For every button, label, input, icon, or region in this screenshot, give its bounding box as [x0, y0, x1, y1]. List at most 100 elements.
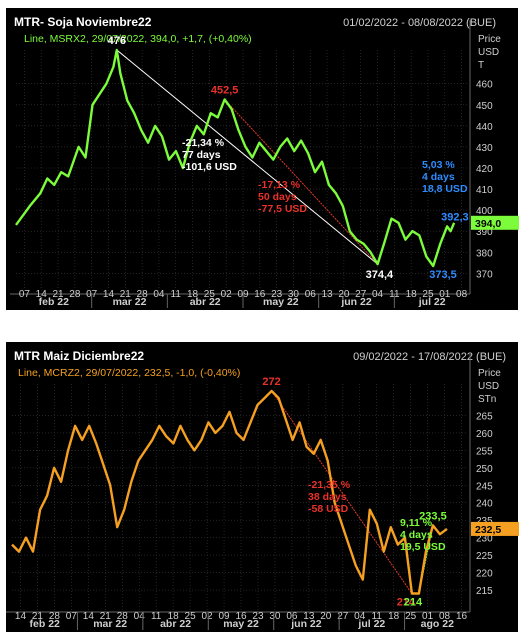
soja-x-tick-label: 25	[422, 289, 434, 300]
soja-current-price-box	[471, 215, 519, 230]
maiz-annotation: 233,5	[419, 510, 447, 522]
maiz-y-axis-label: STn	[478, 394, 496, 405]
maiz-x-tick-label: 14	[15, 611, 27, 622]
maiz-month-label: abr 22	[160, 618, 191, 630]
maiz-y-tick-label: 215	[476, 586, 493, 597]
soja-x-tick-label: 04	[372, 289, 384, 300]
maiz-y-tick-label: 245	[476, 481, 493, 492]
soja-annotation: 452,5	[211, 85, 239, 97]
maiz-info-box-line: 4 days	[400, 529, 433, 541]
maiz-x-tick-label: 18	[168, 611, 180, 622]
maiz-annotation: 272	[262, 376, 280, 388]
maiz-x-tick-label: 23	[252, 611, 264, 622]
soja-date-range: 01/02/2022 - 08/08/2022 (BUE)	[343, 17, 496, 29]
maiz-x-tick-label: 11	[372, 611, 383, 622]
soja-month-label: jul 22	[418, 296, 446, 308]
maiz-x-tick-label: 27	[337, 611, 349, 622]
maiz-x-tick-label: 21	[32, 611, 44, 622]
soja-x-tick-label: 08	[456, 289, 468, 300]
maiz-x-tick-label: 25	[185, 611, 197, 622]
soja-info-box-line: 4 days	[422, 171, 455, 183]
soja-y-axis-label: Price	[478, 34, 501, 45]
maiz-y-tick-label: 265	[476, 411, 493, 422]
soja-annotation: 373,5	[429, 269, 457, 281]
soja-x-tick-label: 16	[254, 289, 266, 300]
maiz-month-label: feb 22	[30, 618, 61, 630]
soja-x-tick-label: 20	[338, 289, 350, 300]
soja-x-tick-label: 14	[103, 289, 115, 300]
soja-month-label: abr 22	[190, 296, 221, 308]
soja-y-tick-label: 420	[476, 164, 493, 175]
maiz-y-tick-label: 220	[476, 569, 493, 580]
maiz-x-tick-label: 07	[66, 611, 78, 622]
maiz-chart: MTR Maiz Diciembre22 09/02/2022 - 17/08/…	[6, 342, 519, 632]
soja-y-tick-label: 390	[476, 227, 493, 238]
maiz-info-box-line: -21,35 %	[308, 479, 351, 491]
maiz-x-tick-label: 04	[354, 611, 366, 622]
soja-x-tick-label: 06	[305, 289, 317, 300]
maiz-y-tick-label: 260	[476, 429, 493, 440]
soja-info-box-line: -101,6 USD	[182, 161, 237, 173]
soja-y-axis-label: USD	[478, 47, 499, 58]
soja-info-box-line: 5,03 %	[422, 159, 455, 171]
maiz-y-tick-label: 240	[476, 499, 493, 510]
soja-chart-frame	[6, 8, 518, 310]
soja-x-tick-label: 25	[204, 289, 216, 300]
soja-y-tick-label: 450	[476, 101, 493, 112]
maiz-y-tick-label: 250	[476, 464, 493, 475]
maiz-y-tick-label: 235	[476, 516, 493, 527]
soja-info-box-line: -21,34 %	[182, 137, 225, 149]
maiz-annotation: 214	[404, 597, 423, 609]
maiz-price-line	[11, 389, 448, 595]
maiz-y-axis-label: USD	[478, 381, 499, 392]
maiz-x-tick-label: 01	[422, 611, 434, 622]
maiz-info-box-line: 38 days	[308, 491, 347, 503]
soja-chart: MTR- Soja Noviembre22 01/02/2022 - 08/08…	[6, 8, 519, 310]
soja-x-tick-label: 27	[355, 289, 367, 300]
soja-current-price-label: 394,0	[475, 218, 501, 230]
maiz-y-tick-label: 225	[476, 551, 493, 562]
soja-info-box-line: 18,8 USD	[422, 183, 468, 195]
soja-x-tick-label: 02	[221, 289, 233, 300]
soja-y-tick-label: 400	[476, 206, 493, 217]
soja-info-box-line: 77 days	[182, 149, 221, 161]
soja-y-tick-label: 380	[476, 248, 493, 259]
soja-info-box-line: -77,5 USD	[258, 203, 307, 215]
maiz-current-price-box	[471, 521, 519, 536]
maiz-month-label: ago 22	[421, 618, 454, 630]
maiz-x-tick-label: 02	[202, 611, 214, 622]
soja-x-tick-label: 18	[187, 289, 199, 300]
soja-month-label: feb 22	[39, 296, 70, 308]
maiz-x-tick-label: 25	[405, 611, 417, 622]
soja-x-tick-label: 23	[271, 289, 283, 300]
soja-x-tick-label: 30	[288, 289, 300, 300]
soja-info-box-line: 50 days	[258, 191, 297, 203]
maiz-date-range: 09/02/2022 - 17/08/2022 (BUE)	[353, 351, 506, 363]
soja-x-tick-label: 18	[406, 289, 418, 300]
soja-legend: Line, MSRX2, 29/07/2022, 394,0, +1,7, (+…	[24, 33, 252, 45]
soja-y-tick-label: 430	[476, 143, 493, 154]
soja-x-tick-label: 07	[19, 289, 31, 300]
soja-x-tick-label: 13	[322, 289, 334, 300]
maiz-x-tick-label: 18	[388, 611, 400, 622]
maiz-month-label: may 22	[223, 618, 259, 630]
maiz-x-tick-label: 28	[117, 611, 129, 622]
maiz-x-tick-label: 28	[49, 611, 61, 622]
maiz-x-tick-label: 16	[456, 611, 468, 622]
soja-plot-area: 370 380 390 400 410 420 430 440 450 460 Price USD T 0…	[10, 20, 519, 308]
maiz-chart-frame	[6, 342, 518, 632]
maiz-month-label: jul 22	[357, 618, 385, 630]
maiz-current-price-label: 232,5	[475, 524, 501, 536]
soja-x-tick-label: 28	[69, 289, 81, 300]
soja-chart-title: MTR- Soja Noviembre22	[14, 15, 152, 29]
maiz-x-tick-label: 14	[83, 611, 95, 622]
maiz-info-box-line: -58 USD	[308, 503, 349, 515]
soja-x-tick-label: 11	[171, 289, 182, 300]
maiz-x-tick-label: 04	[134, 611, 146, 622]
maiz-info-box-line: 9,11 %	[400, 517, 433, 529]
maiz-x-tick-label: 16	[235, 611, 247, 622]
maiz-month-label: jun 22	[290, 618, 322, 630]
soja-annotation: 476	[108, 35, 126, 47]
maiz-annotation: 214	[397, 597, 416, 609]
maiz-legend: Line, MCRZ2, 29/07/2022, 232,5, -1,0, (-…	[18, 367, 240, 379]
